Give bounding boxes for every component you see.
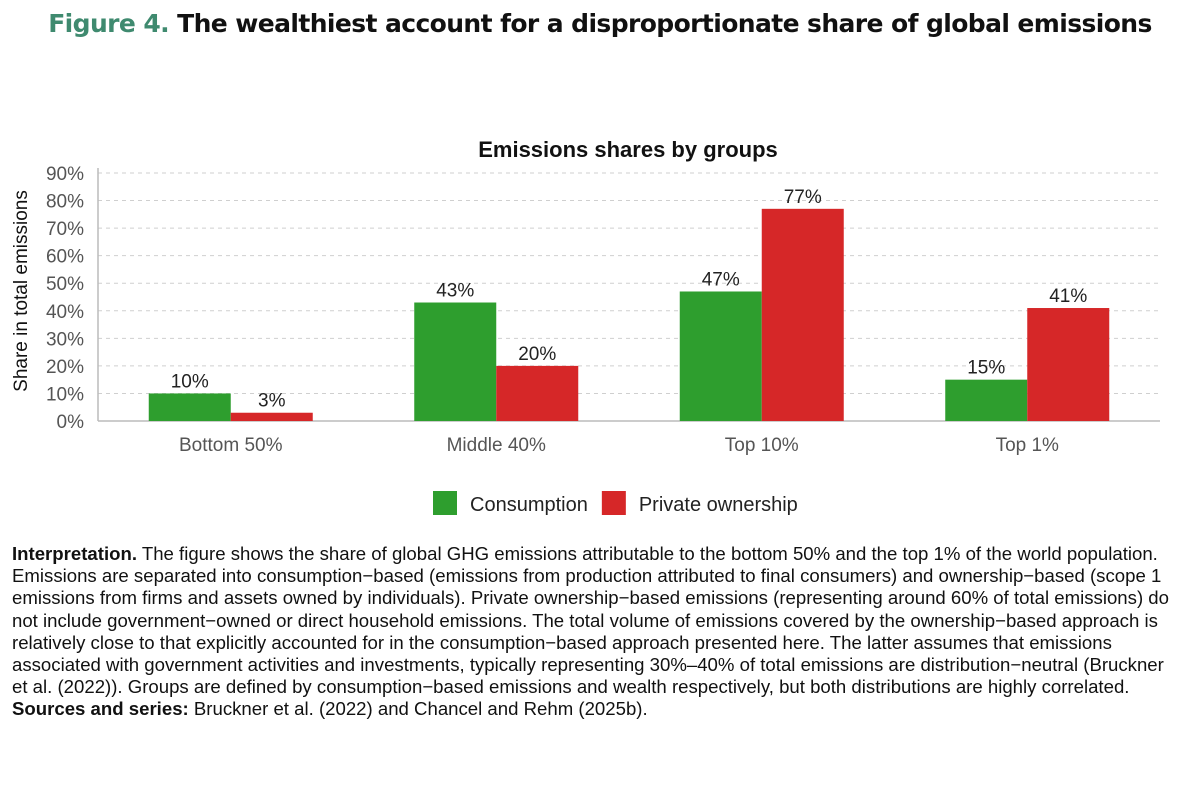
y-tick-label: 30% [46, 329, 84, 350]
y-tick-label: 70% [46, 219, 84, 240]
y-axis-label: Share in total emissions [11, 190, 32, 392]
y-tick-label: 50% [46, 274, 84, 295]
bar-private-ownership [761, 208, 844, 421]
data-label: 41% [1049, 286, 1087, 307]
bar-consumption [945, 379, 1028, 421]
data-label: 77% [784, 187, 822, 208]
y-tick-label: 40% [46, 302, 84, 323]
legend-swatch [601, 491, 626, 515]
figure-title: Figure 4. The wealthiest account for a d… [0, 6, 1200, 42]
y-tick-label: 0% [57, 412, 85, 433]
caption-label: Interpretation. [12, 543, 137, 564]
sources-text: Bruckner et al. (2022) and Chancel and R… [188, 698, 648, 720]
data-label: 43% [436, 281, 474, 302]
bar-private-ownership [496, 365, 579, 421]
x-tick-label: Top 1% [996, 435, 1059, 456]
data-label: 10% [171, 371, 209, 392]
y-tick-label: 90% [46, 164, 84, 185]
bar-private-ownership [1027, 308, 1110, 421]
x-tick-label: Middle 40% [447, 435, 546, 456]
figure-label: Figure 4. [48, 9, 170, 38]
data-label: 20% [518, 344, 556, 365]
legend-swatch [433, 491, 457, 515]
caption-text: The figure shows the share of global GHG… [12, 543, 1169, 698]
bar-consumption [679, 291, 762, 421]
y-tick-label: 80% [46, 192, 84, 213]
bar-chart: Emissions shares by groups Share in tota… [11, 137, 1160, 516]
legend-label: Consumption [470, 494, 588, 516]
legend-label: Private ownership [639, 494, 798, 516]
figure-title-text: The wealthiest account for a disproporti… [177, 9, 1152, 38]
bar-private-ownership [230, 412, 313, 421]
y-tick-label: 20% [46, 357, 84, 378]
data-label: 15% [967, 358, 1005, 379]
bar-consumption [148, 393, 231, 421]
data-label: 3% [258, 391, 286, 412]
data-label: 47% [702, 269, 740, 290]
sources-label: Sources and series: [12, 698, 189, 720]
y-tick-label: 60% [46, 247, 84, 268]
y-tick-label: 10% [46, 384, 84, 405]
caption: Interpretation. The figure shows the sha… [12, 543, 1182, 721]
chart-title: Emissions shares by groups [478, 137, 778, 162]
x-tick-label: Top 10% [725, 435, 799, 456]
x-tick-label: Bottom 50% [179, 435, 283, 456]
bar-consumption [414, 302, 497, 421]
